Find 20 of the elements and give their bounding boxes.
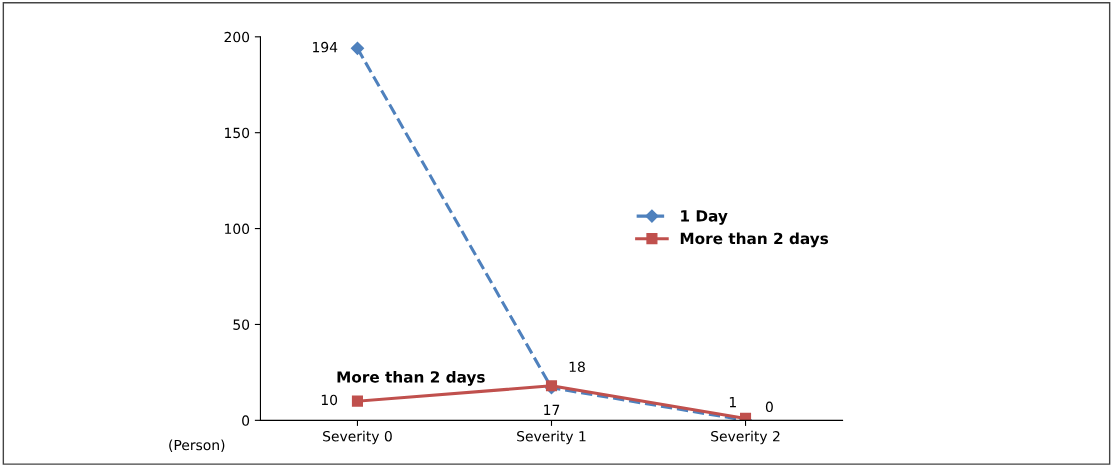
point — [350, 41, 365, 55]
y-tick-label: 150 — [225, 127, 250, 139]
data-label: 194 — [313, 41, 338, 53]
data-label: 17 — [544, 404, 560, 415]
y-tick-label: 50 — [233, 319, 250, 330]
y-tick-label: 200 — [224, 31, 250, 43]
y-tick-label: 0 — [242, 415, 250, 426]
text: (Person) — [169, 439, 225, 452]
legend-label: 1 Day — [681, 210, 728, 225]
data-label: 10 — [321, 394, 338, 406]
x-tick-label: Severity 0 — [323, 430, 392, 445]
legend-label: More than 2 days — [680, 232, 829, 248]
data-label: 0 — [765, 401, 773, 413]
x-tick-label: Severity 1 — [517, 430, 586, 445]
data-label: 1 — [729, 397, 736, 408]
point — [351, 395, 364, 407]
x-tick-label: Severity 2 — [711, 430, 780, 445]
y-tick-label: 100 — [225, 223, 250, 235]
annotation: More than 2 days — [337, 370, 485, 386]
data-label: 18 — [569, 361, 585, 373]
